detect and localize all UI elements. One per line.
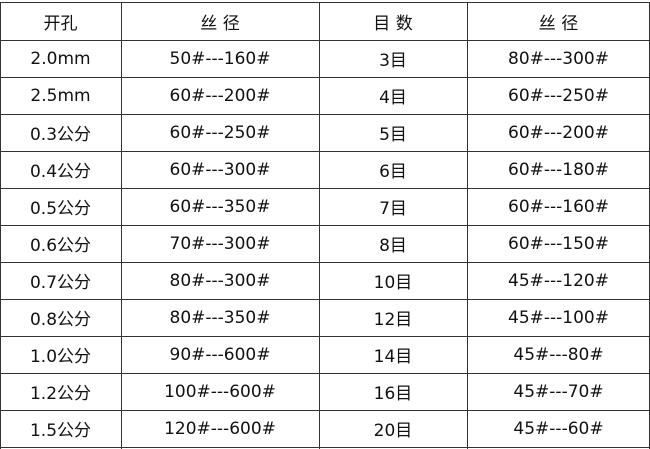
- row-border: [0, 299, 650, 300]
- table-cell: 1.2公分: [29, 384, 92, 404]
- table-cell: 6目: [379, 162, 407, 182]
- table-cell: 80#---350#: [169, 307, 271, 328]
- table-cell: 60#---180#: [508, 159, 609, 180]
- table-cell: 45#---120#: [508, 270, 609, 291]
- row-border: [0, 188, 650, 189]
- table-cell: 60#---250#: [169, 122, 271, 143]
- column-border: [319, 2, 320, 449]
- table-cell: 60#---200#: [508, 122, 609, 143]
- table-cell: 45#---100#: [508, 307, 609, 328]
- table-cell: 2.0mm: [30, 48, 91, 69]
- table-cell: 0.7公分: [29, 273, 92, 293]
- table-cell: 70#---300#: [169, 233, 271, 254]
- row-border: [0, 40, 650, 41]
- table-cell: 50#---160#: [169, 48, 271, 69]
- table-cell: 90#---600#: [169, 344, 271, 365]
- header-cell: 开孔: [43, 13, 78, 34]
- table-cell: 4目: [379, 88, 407, 108]
- table-cell: 8目: [379, 236, 407, 256]
- header-cell: 目 数: [373, 13, 413, 34]
- table-cell: 10目: [373, 273, 413, 293]
- table-cell: 3目: [379, 51, 407, 71]
- table-cell: 60#---350#: [169, 196, 271, 217]
- row-border: [0, 151, 650, 152]
- table-cell: 120#---600#: [164, 418, 276, 439]
- table-cell: 80#---300#: [169, 270, 271, 291]
- table-cell: 60#---250#: [508, 85, 609, 106]
- table-cell: 2.5mm: [30, 85, 91, 106]
- header-cell: 丝 径: [538, 13, 579, 34]
- column-border: [121, 2, 122, 449]
- table-cell: 1.0公分: [29, 347, 92, 367]
- table-cell: 45#---60#: [513, 418, 604, 439]
- table-cell: 5目: [379, 125, 407, 145]
- table-cell: 0.5公分: [29, 199, 92, 219]
- table-cell: 0.6公分: [29, 236, 92, 256]
- table-cell: 14目: [373, 347, 413, 367]
- row-border: [0, 77, 650, 78]
- table-cell: 0.3公分: [29, 125, 92, 145]
- row-border: [0, 262, 650, 263]
- table-cell: 20目: [373, 421, 413, 441]
- column-border: [0, 2, 1, 449]
- row-border: [0, 225, 650, 226]
- table-cell: 0.4公分: [29, 162, 92, 182]
- row-border: [0, 373, 650, 374]
- table-cell: 80#---300#: [508, 48, 609, 69]
- table-cell: 12目: [373, 310, 413, 330]
- row-border: [0, 447, 650, 448]
- header-cell: 丝 径: [200, 13, 240, 34]
- table-cell: 60#---200#: [169, 85, 271, 106]
- row-border: [0, 114, 650, 115]
- table-cell: 60#---300#: [169, 159, 271, 180]
- column-border: [467, 2, 468, 449]
- table-cell: 7目: [379, 199, 407, 219]
- table-cell: 100#---600#: [164, 381, 276, 402]
- table-cell: 1.5公分: [29, 421, 92, 441]
- row-border: [0, 410, 650, 411]
- table-cell: 60#---150#: [508, 233, 609, 254]
- table-cell: 0.8公分: [29, 310, 92, 330]
- row-border: [0, 2, 650, 3]
- row-border: [0, 336, 650, 337]
- table-cell: 45#---70#: [513, 381, 604, 402]
- table-cell: 45#---80#: [513, 344, 604, 365]
- table-cell: 60#---160#: [508, 196, 609, 217]
- table-cell: 16目: [373, 384, 413, 404]
